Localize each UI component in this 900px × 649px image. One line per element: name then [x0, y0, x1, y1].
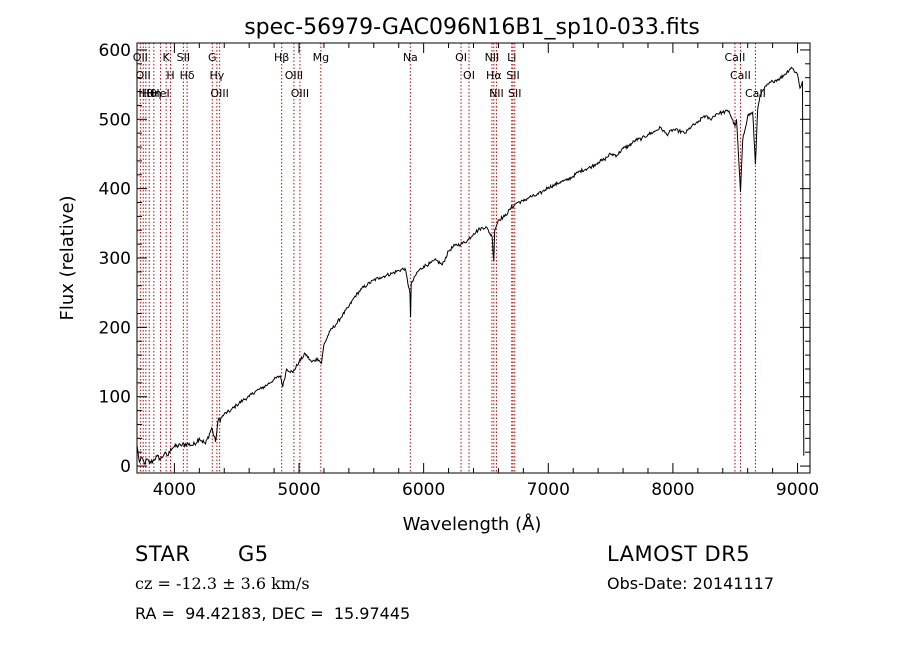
line-marker-label-6: K [163, 51, 171, 64]
line-marker-label-8: SII [177, 51, 190, 64]
line-marker-label-3: Hθ [142, 87, 157, 100]
y-axis-label: Flux (relative) [57, 195, 78, 320]
y-axis-ticks: 0 100 200 300 400 500 600 [99, 41, 810, 477]
line-marker-label-18: OI [455, 51, 467, 64]
chart-title: spec-56979-GAC096N16B1_sp10-033.fits [244, 15, 700, 40]
y-tick-label-300: 300 [99, 249, 131, 269]
x-tick-label-6000: 6000 [402, 480, 445, 500]
line-marker-label-1: OII [136, 69, 151, 82]
line-marker-label-16: Mg [313, 51, 329, 64]
object-subclass: G5 [238, 542, 269, 566]
line-marker-label-26: CaII [725, 51, 746, 64]
y-tick-label-100: 100 [99, 388, 131, 408]
coordinates: RA = 94.42183, DEC = 15.97445 [135, 604, 411, 623]
line-marker-label-2: Hθ [138, 87, 153, 100]
observation-date: Obs-Date: 20141117 [607, 574, 775, 593]
line-marker-label-28: CaII [745, 87, 766, 100]
line-marker-label-14: OIII [285, 69, 303, 82]
x-tick-label-8000: 8000 [651, 480, 694, 500]
x-tick-label-4000: 4000 [153, 480, 196, 500]
object-class: STAR [135, 542, 191, 566]
x-axis-label: Wavelength (Å) [403, 513, 542, 535]
y-tick-label-200: 200 [99, 318, 131, 338]
line-marker-label-11: Hγ [209, 69, 224, 82]
y-tick-label-500: 500 [99, 110, 131, 130]
line-markers [139, 43, 756, 473]
line-marker-label-20: NII [485, 51, 500, 64]
line-marker-label-19: OI [463, 69, 475, 82]
line-marker-label-15: OIII [291, 87, 309, 100]
x-axis-ticks: 4000 5000 6000 7000 8000 9000 [153, 43, 819, 500]
x-tick-label-7000: 7000 [527, 480, 570, 500]
spectrum-line-0 [136, 66, 805, 465]
spectrum-series [136, 66, 805, 465]
line-marker-label-4: Hη [146, 87, 161, 100]
line-marker-label-27: CaII [730, 69, 751, 82]
x-tick-label-5000: 5000 [277, 480, 320, 500]
line-marker-label-10: G [208, 51, 217, 64]
y-tick-label-0: 0 [120, 457, 131, 477]
y-tick-label-600: 600 [99, 41, 131, 61]
y-tick-label-400: 400 [99, 180, 131, 200]
plot-frame [136, 42, 811, 474]
line-marker-label-12: OIII [210, 87, 228, 100]
line-marker-labels: OIIOIIHθHθHηHeIKHSIIHδGHγOIIIHβOIIIOIIIM… [133, 51, 766, 100]
line-marker-label-13: Hβ [274, 51, 289, 64]
line-marker-label-25: SII [508, 87, 521, 100]
line-marker-label-5: HeI [151, 87, 169, 100]
line-marker-label-22: NII [489, 87, 504, 100]
survey-name: LAMOST DR5 [607, 542, 751, 566]
line-marker-label-7: H [166, 69, 174, 82]
line-marker-label-9: Hδ [180, 69, 195, 82]
line-marker-label-0: OII [133, 51, 148, 64]
line-marker-label-23: Li [507, 51, 516, 64]
redshift-velocity: cz = -12.3 ± 3.6 km/s [135, 574, 310, 593]
line-marker-label-21: Hα [486, 69, 502, 82]
line-marker-label-17: Na [403, 51, 418, 64]
x-tick-label-9000: 9000 [776, 480, 819, 500]
line-marker-label-24: SII [506, 69, 519, 82]
